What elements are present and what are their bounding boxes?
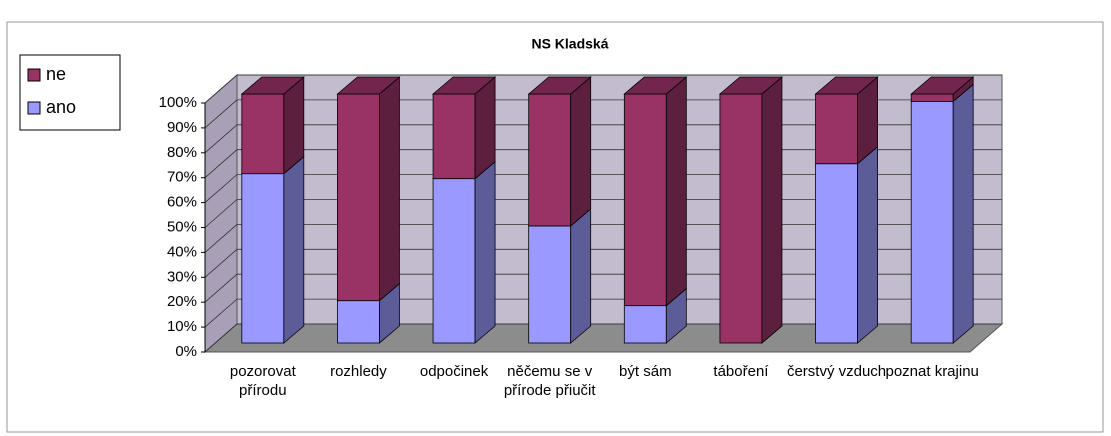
- y-tick-label: 100%: [159, 94, 197, 111]
- bar-top: [527, 76, 592, 95]
- bar-segment: [815, 145, 878, 344]
- bar-segment: [528, 208, 592, 344]
- bar-segment: [431, 76, 497, 180]
- bar-top: [814, 76, 879, 95]
- x-tick-label: být sám: [619, 363, 672, 380]
- legend-label: ne: [46, 64, 66, 84]
- bar-front: [241, 93, 285, 175]
- bar-segment: [814, 76, 879, 165]
- legend-label: ano: [46, 97, 76, 117]
- bar-front: [719, 93, 763, 344]
- x-tick-label: něčemu se v přírode přiučit: [503, 363, 596, 399]
- y-tick-label: 0%: [175, 343, 197, 360]
- bar-segment: [527, 76, 592, 227]
- bar-front: [432, 93, 476, 180]
- y-tick-label: 60%: [167, 194, 197, 211]
- bar-segment: [336, 76, 401, 302]
- y-tick-label: 90%: [167, 119, 197, 136]
- y-tick-label: 40%: [167, 243, 197, 260]
- bar-side: [474, 160, 496, 344]
- bar-top: [718, 76, 784, 95]
- y-tick-label: 80%: [167, 144, 197, 161]
- bar-side: [570, 76, 592, 227]
- bar-top: [431, 76, 497, 95]
- y-tick-label: 10%: [167, 318, 197, 335]
- bar-side: [857, 145, 878, 344]
- legend-swatch: [27, 101, 41, 115]
- bar-side: [761, 76, 783, 344]
- bar-front: [910, 101, 954, 344]
- bar-top: [240, 76, 305, 95]
- bar-top: [623, 76, 688, 95]
- bar-front: [528, 93, 572, 227]
- x-tick-label: táboření: [713, 363, 769, 380]
- bar-segment: [241, 155, 305, 344]
- bar-front: [337, 93, 380, 302]
- bar-segment: [910, 76, 975, 103]
- bar-side: [665, 76, 687, 307]
- legend-swatch: [27, 68, 41, 82]
- bar-front: [337, 300, 380, 344]
- bar-side: [952, 83, 974, 344]
- bar-front: [815, 93, 858, 165]
- bar-segment: [910, 83, 974, 344]
- bar-side: [379, 76, 400, 302]
- bar-front: [623, 305, 667, 344]
- x-tick-label: odpočinek: [419, 363, 489, 380]
- x-tick-label: rozhledy: [330, 363, 387, 380]
- bar-segment: [432, 160, 496, 344]
- bar-front: [910, 93, 954, 102]
- bar-segment: [718, 76, 784, 344]
- bar-top: [336, 76, 401, 95]
- x-tick-label: čerstvý vzduch: [786, 363, 887, 380]
- bar-front: [432, 178, 476, 344]
- y-tick-label: 30%: [167, 268, 197, 285]
- chart-title: NS Kladská: [531, 36, 608, 52]
- bar-side: [474, 76, 496, 180]
- bar-top: [910, 76, 975, 95]
- y-tick-label: 70%: [167, 169, 197, 186]
- floor: [203, 323, 1004, 353]
- bar-front: [815, 163, 858, 344]
- x-tick-label: poznat krajinu: [885, 363, 979, 380]
- bar-side: [283, 155, 305, 344]
- bar-side: [570, 208, 592, 344]
- y-tick-label: 20%: [167, 293, 197, 310]
- bar-segment: [240, 76, 305, 175]
- bar-segment: [623, 76, 688, 307]
- legend-box: [19, 54, 121, 131]
- x-tick-label: pozorovat přírodu: [229, 363, 296, 399]
- bar-front: [241, 173, 285, 344]
- bar-segment: [337, 282, 400, 344]
- bar-front: [528, 225, 572, 344]
- bar-front: [623, 93, 667, 307]
- bar-segment: [623, 287, 687, 344]
- y-tick-label: 50%: [167, 218, 197, 235]
- grid-line: [204, 74, 1002, 104]
